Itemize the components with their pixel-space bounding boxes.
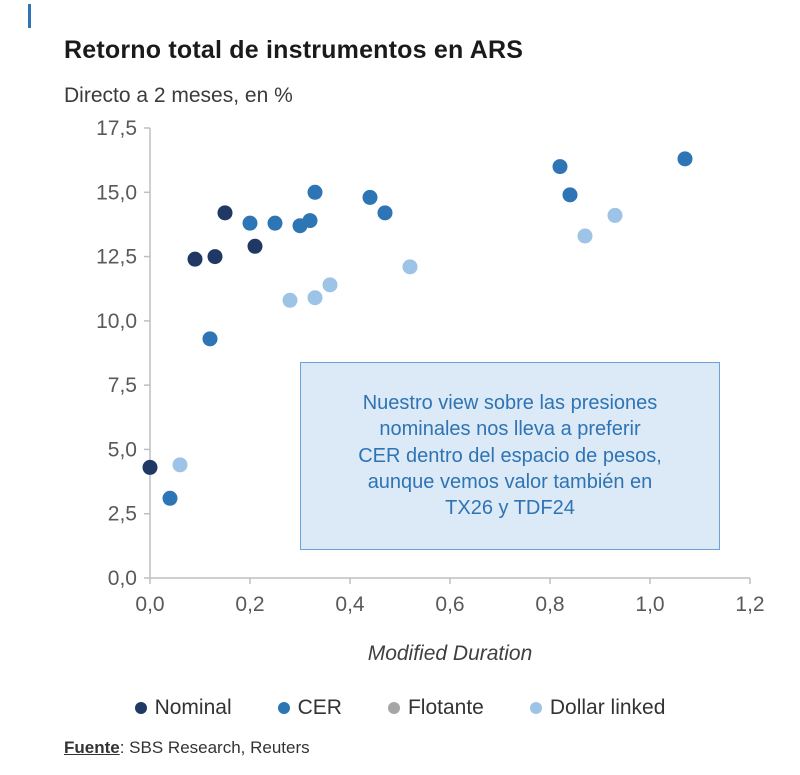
x-tick-label: 0,2 [235,593,264,616]
data-point-dollar-linked [307,290,323,306]
y-tick-label: 7,5 [108,374,137,397]
data-point-dollar-linked [322,277,338,293]
x-tick-label: 1,2 [735,593,764,616]
data-point-cer [302,213,318,229]
source-label: Fuente [64,738,120,757]
scatter-chart: 0,0 2,5 5,0 7,5 10,0 12,5 15,0 17,5 0,0 0,2 0,4 0,6… [45,118,775,628]
x-tick-label: 0,4 [335,593,365,616]
data-point-cer [162,490,178,506]
data-point-dollar-linked [282,292,298,308]
source-note: Fuente: SBS Research, Reuters [64,738,310,758]
data-point-nominal [187,251,203,267]
data-point-nominal [217,205,233,221]
annotation-line: Nuestro view sobre las presiones [362,391,658,414]
x-tick-label: 0,0 [135,593,164,616]
y-tick-label: 2,5 [108,503,137,526]
legend-dot-flotante [387,702,400,714]
legend-label-nominal: Nominal [154,696,232,719]
data-point-cer [307,184,323,200]
legend-label-dollar-linked: Dollar linked [549,696,666,719]
y-tick-label: 10,0 [96,310,137,333]
data-point-nominal [247,238,263,254]
legend-label-flotante: Flotante [407,696,484,719]
data-point-cer [677,151,693,167]
y-tick-label: 17,5 [96,118,137,140]
scatter-plot-area: 0,0 2,5 5,0 7,5 10,0 12,5 15,0 17,5 0,0 0,2 0,4 0,6… [96,118,764,616]
legend-dot-cer [277,702,290,714]
data-point-cer [242,215,258,231]
data-point-cer [202,331,218,347]
data-point-dollar-linked [402,259,418,275]
chart-title: Retorno total de instrumentos en ARS [64,36,524,64]
data-point-cer [267,215,283,231]
data-point-cer [362,189,378,205]
legend-item-cer: CER [277,696,342,720]
page-edge-mark [28,4,31,28]
legend-item-flotante: Flotante [387,696,484,720]
y-tick-label: 5,0 [108,438,137,461]
source-text: : SBS Research, Reuters [119,738,310,757]
annotation-box: Nuestro view sobre las presiones nominale… [300,362,720,550]
y-tick-label: 15,0 [96,181,137,204]
x-tick-label: 0,8 [535,593,564,616]
annotation-line: nominales nos lleva a preferir [379,418,641,441]
data-point-dollar-linked [607,207,623,223]
annotation-line: CER dentro del espacio de pesos, [358,444,662,467]
legend-dot-nominal [134,702,147,714]
data-point-cer [562,187,578,203]
data-point-cer [377,205,393,221]
x-tick-label: 1,0 [635,593,664,616]
legend-item-dollar-linked: Dollar linked [529,696,666,720]
data-point-cer [552,159,568,175]
chart-subtitle: Directo a 2 meses, en % [64,84,293,107]
legend-dot-dollar-linked [529,702,542,714]
legend-item-nominal: Nominal [134,696,232,720]
data-point-nominal [142,459,158,475]
data-point-nominal [207,249,223,265]
chart-legend: Nominal CER Flotante Dollar linked [0,696,800,720]
legend-label-cer: CER [297,696,342,719]
annotation-line: aunque vemos valor también en [367,471,653,494]
x-axis-label: Modified Duration [367,642,533,665]
annotation-line: TX26 y TDF24 [445,497,575,520]
data-point-dollar-linked [577,228,593,244]
data-point-dollar-linked [172,457,188,473]
x-tick-label: 0,6 [435,593,464,616]
y-tick-label: 12,5 [96,246,137,269]
y-tick-label: 0,0 [108,567,137,590]
